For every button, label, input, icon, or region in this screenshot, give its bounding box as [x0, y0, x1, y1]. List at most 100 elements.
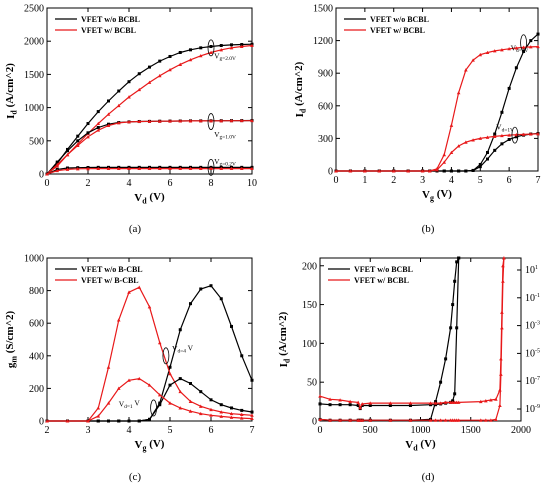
- data-point: [328, 403, 332, 407]
- data-point: [127, 166, 131, 171]
- data-point: [116, 103, 121, 108]
- curve-annotation: Vg=0.2V: [214, 157, 236, 168]
- data-point: [408, 418, 413, 422]
- data-point: [484, 399, 488, 403]
- y2-tick-label: 10-5: [525, 348, 540, 359]
- data-point: [209, 407, 213, 412]
- legend-label: VFET w/ BCBL: [354, 276, 409, 285]
- x-tick-label: 2: [86, 178, 91, 189]
- data-point: [464, 169, 468, 173]
- data-point: [328, 418, 332, 422]
- data-point: [456, 90, 461, 95]
- data-point: [106, 123, 111, 128]
- data-point: [168, 383, 172, 387]
- data-point: [168, 119, 172, 123]
- data-point: [433, 418, 438, 422]
- data-point: [478, 52, 483, 57]
- data-point: [471, 168, 475, 172]
- data-point: [471, 138, 475, 142]
- legend-label: VFET w/o B-CBL: [81, 265, 143, 274]
- data-point: [456, 400, 461, 404]
- data-point: [127, 419, 131, 423]
- data-point: [493, 132, 497, 136]
- annotation-ellipse: [207, 39, 215, 57]
- data-point: [451, 303, 455, 307]
- data-point: [147, 305, 152, 309]
- data-point: [455, 326, 459, 330]
- data-point: [489, 418, 493, 422]
- data-point: [116, 318, 121, 322]
- data-point: [157, 340, 162, 345]
- data-point: [453, 392, 457, 396]
- data-point: [239, 416, 244, 420]
- chart-panel-c: 2 3 4 5 6 7 0 200 400 600 800 1000 Vg (V) gm (S/cm^2)…: [4, 254, 254, 484]
- data-point: [198, 411, 203, 416]
- data-point: [363, 169, 367, 173]
- y2-tick-label: 10-3: [525, 321, 540, 332]
- curve-annotation: Vd=1V: [496, 123, 514, 134]
- y-tick-label: 400: [29, 351, 44, 362]
- data-point: [507, 86, 511, 90]
- y-tick-label: 900: [318, 69, 333, 80]
- y-tick-label: 1200: [313, 36, 333, 47]
- y-tick-label: 200: [29, 384, 44, 395]
- data-point: [514, 46, 519, 50]
- data-point: [127, 290, 131, 294]
- data-point: [388, 401, 393, 405]
- legend-label: VFET w/o BCBL: [81, 15, 140, 24]
- data-point: [507, 46, 511, 51]
- data-point: [442, 152, 447, 157]
- data-point: [219, 119, 224, 123]
- data-point: [428, 418, 433, 422]
- data-point: [250, 413, 254, 417]
- y-tick-label: 50: [307, 378, 317, 389]
- y-tick-label: 600: [318, 101, 333, 112]
- x-axis-title: Vg (V): [422, 188, 452, 202]
- data-point: [250, 118, 254, 123]
- data-point: [356, 400, 360, 404]
- x-tick-label: 7: [536, 175, 541, 186]
- data-point: [455, 260, 459, 264]
- data-point: [229, 415, 234, 419]
- data-point: [75, 167, 80, 171]
- data-point: [147, 383, 152, 387]
- data-point: [449, 326, 453, 330]
- data-point: [189, 48, 192, 52]
- data-point: [240, 354, 244, 358]
- series-line: [319, 257, 505, 421]
- series-line: [46, 43, 253, 175]
- data-point: [500, 133, 504, 138]
- data-point: [188, 119, 193, 123]
- data-point: [157, 393, 162, 397]
- data-point: [442, 160, 447, 164]
- x-tick-label: 1: [362, 175, 367, 186]
- data-point: [514, 132, 519, 137]
- y-tick-label: 0: [312, 417, 317, 428]
- data-point: [76, 134, 80, 138]
- x-tick-label: 4: [127, 178, 132, 189]
- data-point: [435, 168, 439, 172]
- data-point: [438, 418, 443, 422]
- data-point: [456, 418, 461, 422]
- data-point: [408, 403, 412, 407]
- data-point: [338, 403, 342, 407]
- data-point: [86, 135, 90, 139]
- data-point: [521, 132, 526, 136]
- data-point: [229, 166, 234, 171]
- data-point: [168, 401, 172, 405]
- data-point: [338, 418, 342, 422]
- data-point: [456, 144, 461, 148]
- data-point: [189, 302, 192, 306]
- data-point: [96, 414, 101, 418]
- data-point: [209, 50, 213, 54]
- annotation-ellipse: [520, 34, 527, 52]
- data-point: [116, 386, 121, 390]
- x-tick-label: 1000: [411, 425, 431, 436]
- data-point: [443, 400, 448, 404]
- data-point: [500, 110, 504, 114]
- x-tick-label: 5: [478, 175, 483, 186]
- data-point: [168, 54, 172, 58]
- annotation-ellipse: [207, 113, 215, 130]
- series-line: [319, 257, 505, 410]
